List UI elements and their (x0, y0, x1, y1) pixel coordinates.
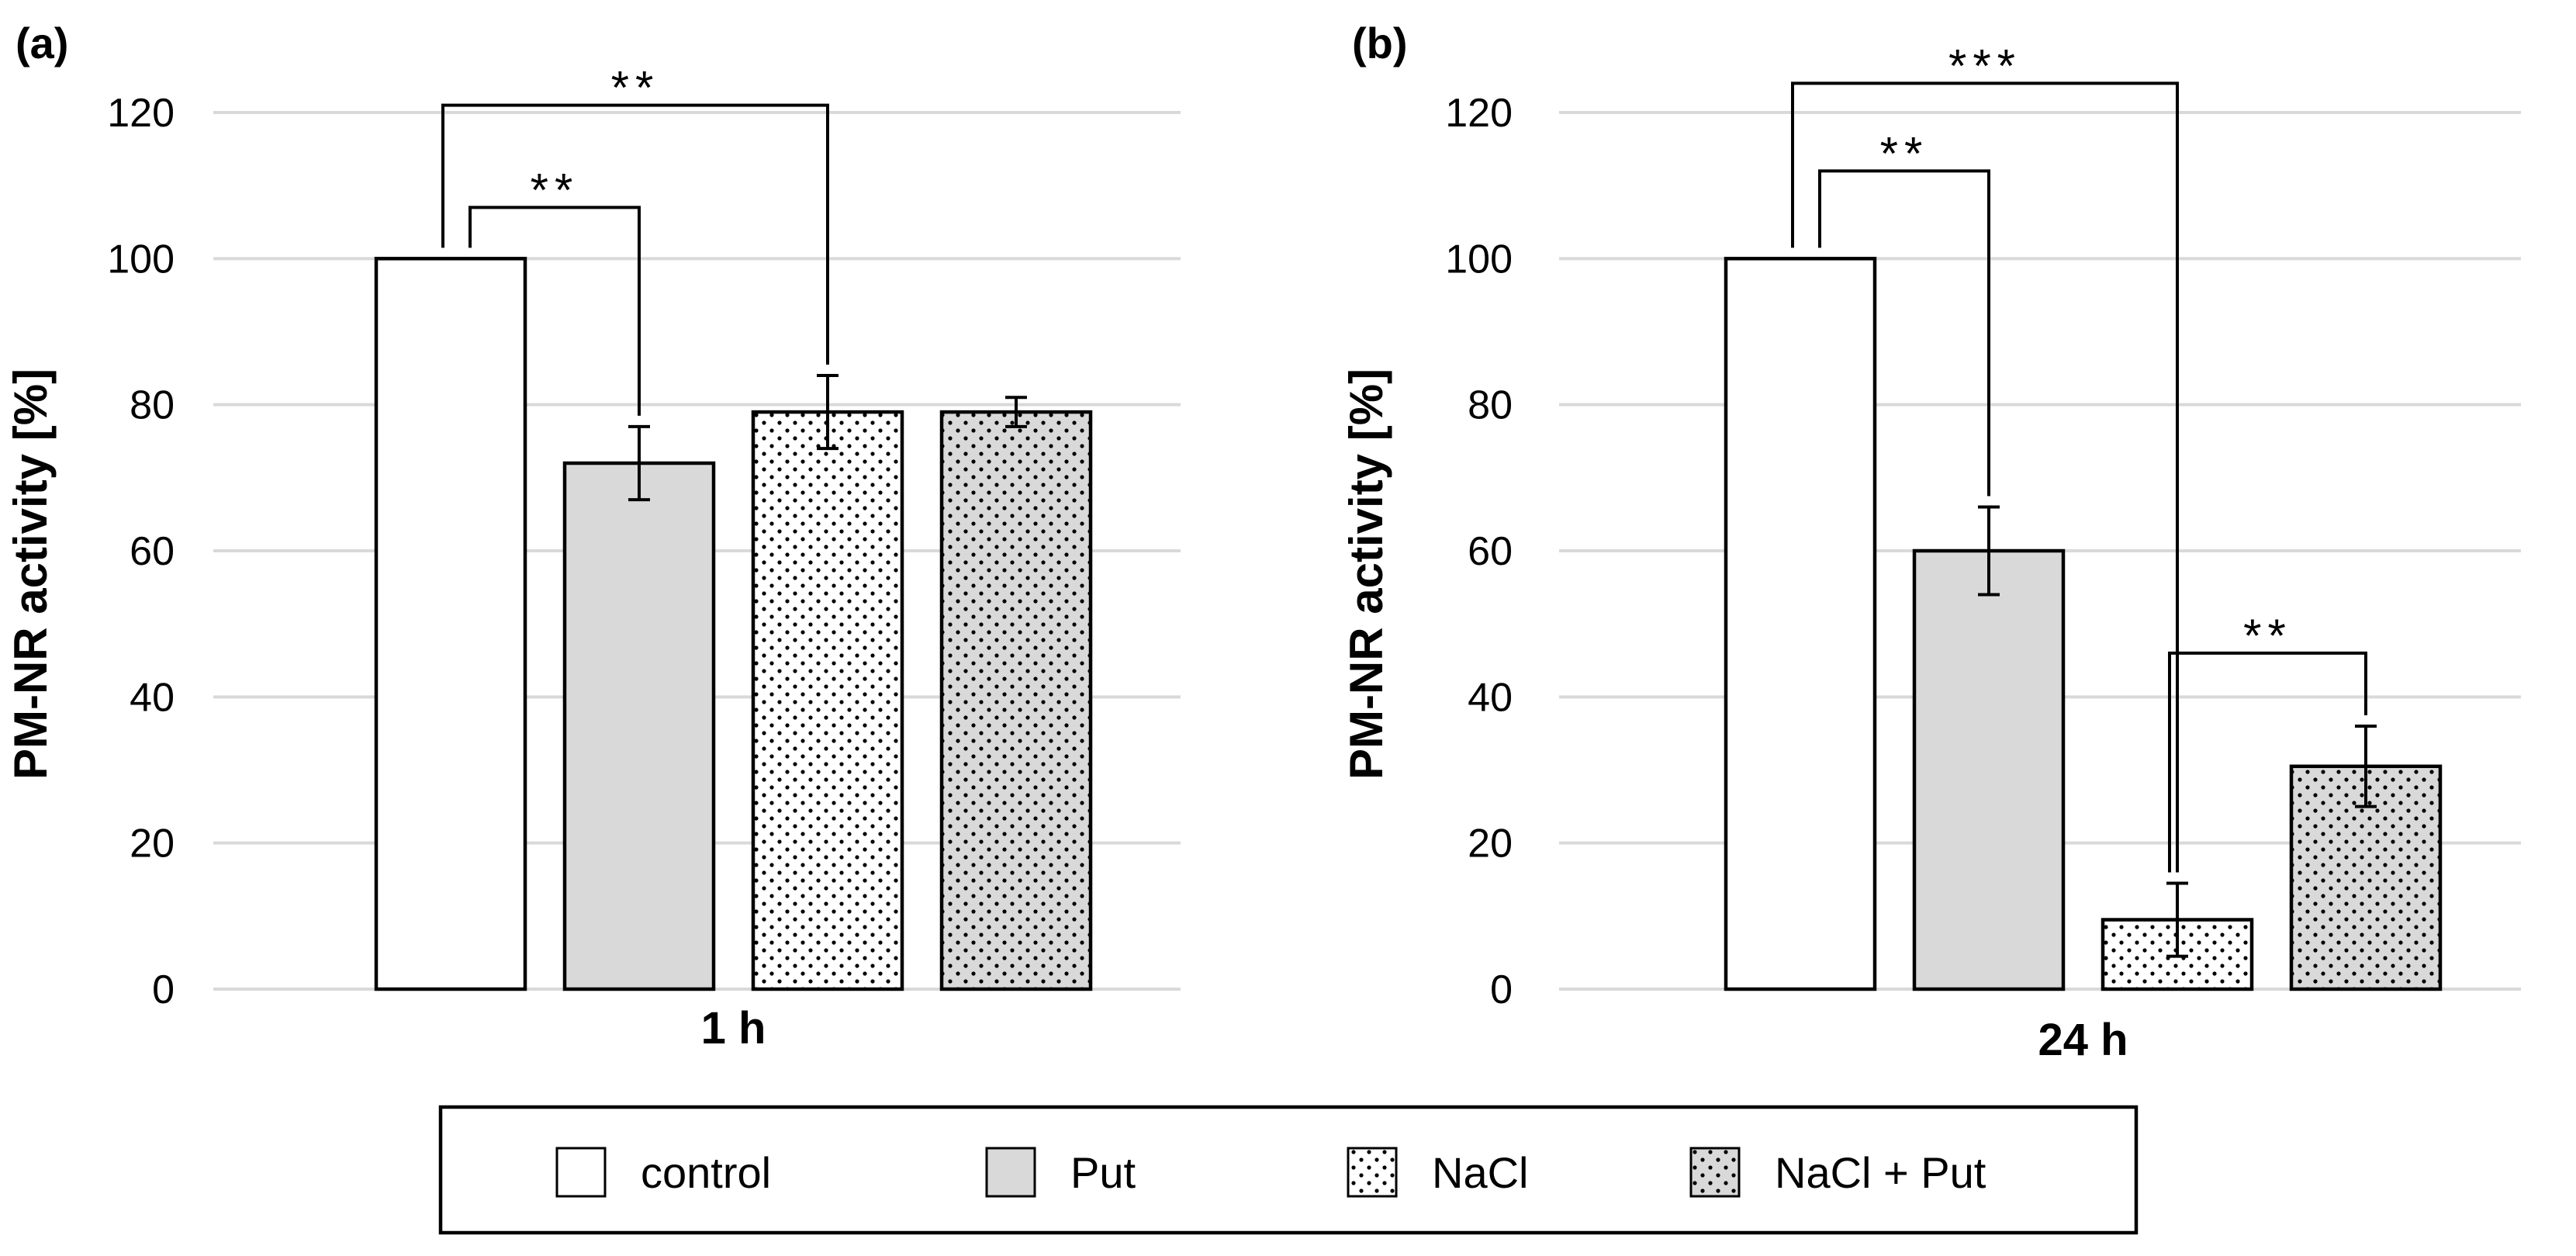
y-tick-label: 40 (1468, 675, 1513, 720)
y-tick-label: 120 (107, 91, 175, 136)
significance-label: *** (1948, 40, 2021, 92)
legend-frame (438, 1105, 2139, 1235)
y-tick-label: 0 (1490, 967, 1513, 1012)
significance-bracket (1791, 81, 2179, 873)
legend-swatch (555, 1147, 607, 1198)
panel-label: (b) (1352, 19, 1408, 67)
significance-label: ** (2243, 610, 2292, 662)
y-tick-label: 20 (130, 822, 175, 867)
bar-put (1912, 548, 2066, 991)
x-axis-label: 24 h (2038, 1015, 2128, 1065)
y-tick-label: 100 (107, 237, 175, 282)
significance-bracket (441, 103, 829, 365)
y-axis-label: PM-NR activity [%] (1340, 368, 1392, 780)
legend-swatch (1347, 1147, 1398, 1198)
y-tick-label: 60 (1468, 529, 1513, 574)
significance-label: ** (611, 62, 660, 114)
legend-label: Put (1070, 1148, 1136, 1197)
y-tick-label: 100 (1445, 237, 1513, 282)
significance-bracket (1818, 169, 1990, 497)
significance-bracket (2168, 651, 2367, 873)
y-tick-label: 20 (1468, 822, 1513, 867)
bar-nacl-put (939, 410, 1093, 991)
legend-label: NaCl (1432, 1148, 1528, 1197)
y-tick-label: 0 (152, 967, 175, 1012)
legend-label: NaCl + Put (1775, 1148, 1986, 1197)
x-axis-label: 1 h (701, 1003, 766, 1054)
legend-swatch (1689, 1147, 1741, 1198)
bar-put (562, 461, 716, 991)
significance-label: ** (531, 164, 579, 216)
significance-label: ** (1880, 127, 1929, 179)
bar-control (374, 257, 527, 991)
bar-control (1724, 257, 1877, 991)
y-tick-label: 120 (1445, 91, 1513, 136)
y-tick-label: 80 (130, 383, 175, 428)
legend-label: control (641, 1148, 771, 1197)
bar-nacl (751, 410, 904, 991)
y-axis-label: PM-NR activity [%] (5, 368, 57, 780)
legend: control Put NaCl NaCl + Put (438, 1105, 2139, 1235)
y-tick-label: 60 (130, 529, 175, 574)
y-tick-label: 40 (130, 675, 175, 720)
panel-label: (a) (16, 19, 68, 67)
panel-a: 0 20 40 60 80 100 120 ** ** (a) PM-NR activity [%]… (5, 19, 1181, 1054)
significance-bracket (469, 206, 641, 416)
legend-swatch (985, 1147, 1036, 1198)
y-tick-label: 80 (1468, 383, 1513, 428)
